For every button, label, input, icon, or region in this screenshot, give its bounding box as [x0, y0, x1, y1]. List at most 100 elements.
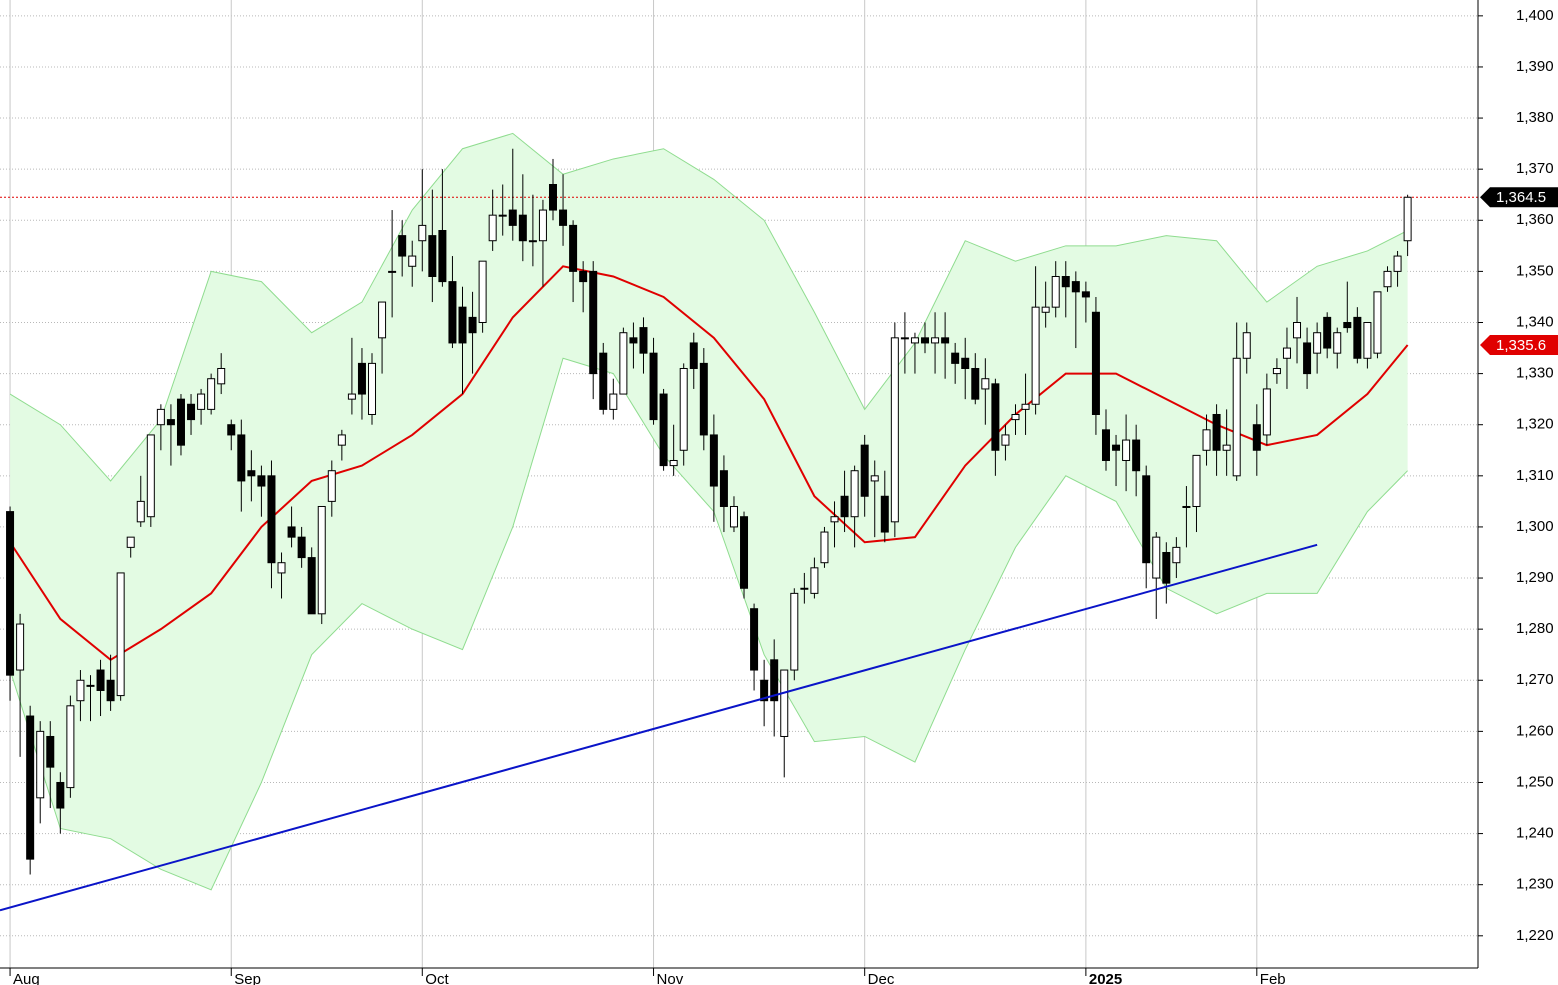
candle-body: [740, 516, 749, 589]
y-tick-label: 1,220: [1516, 927, 1554, 944]
candle-body: [378, 301, 387, 339]
candle-body: [136, 500, 145, 523]
candle-body: [1293, 321, 1302, 339]
candle-body: [6, 511, 15, 676]
candle-body: [448, 281, 457, 344]
candle-body: [870, 475, 879, 482]
candle-body: [498, 214, 507, 217]
candle-body: [418, 224, 427, 242]
candle-body: [468, 316, 477, 334]
y-tick-label: 1,330: [1516, 365, 1554, 382]
candle-body: [619, 332, 628, 395]
trendline: [0, 543, 1318, 912]
candle-body: [1041, 306, 1050, 313]
y-tick-label: 1,340: [1516, 313, 1554, 330]
y-tick-label: 1,390: [1516, 58, 1554, 75]
candle-body: [689, 342, 698, 369]
candle-body: [428, 235, 437, 277]
candle-body: [981, 378, 990, 390]
band-fill: [10, 133, 1408, 890]
candle-body: [438, 230, 447, 283]
candle-body: [166, 419, 175, 426]
candle-body: [961, 357, 970, 369]
candle-body: [1001, 434, 1010, 446]
candle-body: [116, 572, 125, 697]
candle-body: [548, 184, 557, 211]
candle-body: [1031, 306, 1040, 405]
candle-body: [850, 470, 859, 518]
candle-body: [1212, 413, 1221, 451]
candle-body: [488, 214, 497, 242]
candle-body: [709, 434, 718, 487]
candle-body: [589, 270, 598, 375]
candle-body: [760, 679, 769, 702]
x-tick-label: Aug: [13, 971, 40, 985]
candle-body: [1222, 444, 1231, 451]
candle-body: [458, 306, 467, 344]
candle-body: [921, 337, 930, 344]
candle-body: [971, 367, 980, 400]
candle-body: [1303, 342, 1312, 375]
candle-body: [518, 214, 527, 242]
candle-body: [317, 505, 326, 615]
y-tick-label: 1,230: [1516, 876, 1554, 893]
y-tick-label: 1,300: [1516, 518, 1554, 535]
candle-body: [559, 209, 568, 226]
candle-body: [197, 393, 206, 410]
candle-body: [357, 362, 366, 395]
candle-body: [237, 434, 246, 482]
candle-body: [569, 224, 578, 272]
candle-body: [649, 352, 658, 421]
candle-body: [1182, 505, 1191, 508]
candle-body: [1232, 357, 1241, 477]
y-tick-label: 1,380: [1516, 109, 1554, 126]
x-tick-label: 2025: [1089, 971, 1122, 985]
candle-body: [770, 659, 779, 702]
y-tick-label: 1,240: [1516, 825, 1554, 842]
ma-tag-label: 1,335.6: [1496, 337, 1546, 354]
candle-body: [26, 715, 35, 860]
moving-average: [9, 265, 1409, 662]
candle-body: [1172, 546, 1181, 564]
candle-body: [729, 505, 738, 528]
candle-body: [46, 735, 55, 768]
candle-body: [599, 352, 608, 410]
candle-body: [106, 679, 115, 702]
x-tick-label: Dec: [868, 971, 895, 985]
candle-body: [1051, 275, 1060, 308]
candle-body: [880, 495, 889, 533]
candle-body: [126, 536, 135, 548]
candle-body: [1252, 424, 1261, 451]
candle-body: [538, 209, 547, 242]
candle-body: [1262, 388, 1271, 436]
candle-body: [1021, 403, 1030, 410]
candle-body: [991, 383, 1000, 451]
candle-body: [910, 337, 919, 344]
candle-body: [1071, 281, 1080, 293]
candle-body: [890, 337, 899, 523]
plot-area: [0, 0, 1478, 968]
ma-tag: [1480, 334, 1558, 355]
x-tick-label: Feb: [1260, 971, 1286, 985]
candle-body: [96, 669, 105, 691]
candle-body: [287, 526, 296, 538]
candle-body: [36, 730, 45, 799]
candle-body: [1112, 444, 1121, 451]
candle-body: [247, 470, 256, 477]
y-tick-label: 1,400: [1516, 7, 1554, 24]
candle-body: [790, 592, 799, 671]
candle-body: [1132, 439, 1141, 472]
candle-body: [1242, 332, 1251, 359]
candle-body: [528, 240, 537, 243]
candle-body: [820, 531, 829, 564]
y-tick-label: 1,260: [1516, 722, 1554, 739]
candle-body: [1091, 311, 1100, 415]
y-tick-label: 1,370: [1516, 160, 1554, 177]
candle-body: [16, 623, 25, 671]
y-tick-label: 1,250: [1516, 773, 1554, 790]
candle-body: [1383, 270, 1392, 288]
close-tag-label: 1,364.5: [1496, 189, 1546, 206]
candle-body: [830, 516, 839, 523]
candle-body: [609, 393, 618, 410]
